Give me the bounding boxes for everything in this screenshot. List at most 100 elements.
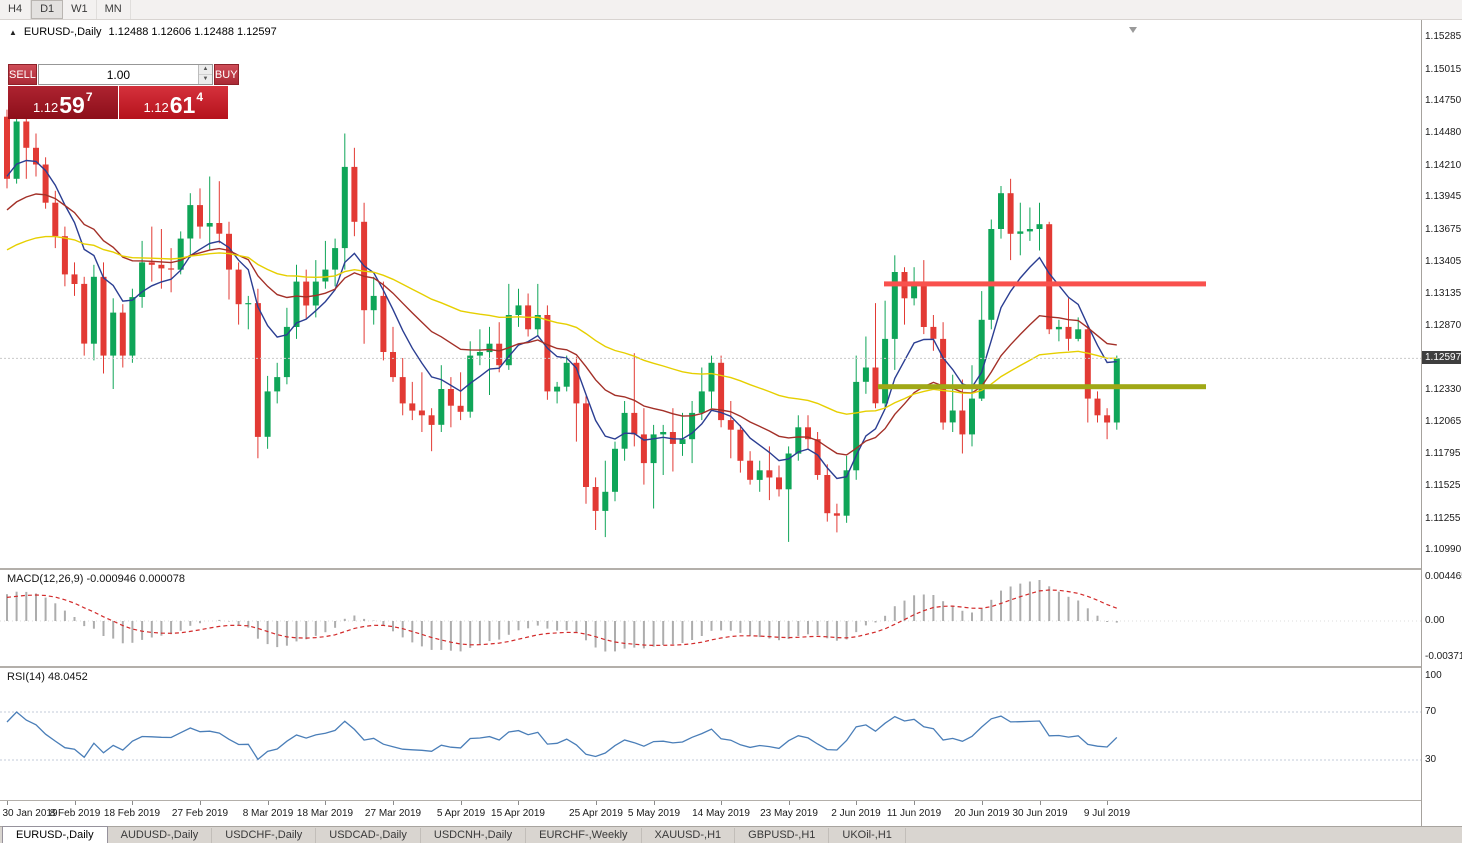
rsi-panel[interactable]: RSI(14) 48.0452 [0,668,1421,800]
ask-quote-button[interactable]: 1.12 61 4 [118,86,229,119]
price-axis-label: 1.11255 [1425,513,1461,524]
chart-symbol-label: EURUSD-,Daily [23,26,102,38]
rsi-axis-label: 30 [1425,754,1437,765]
time-axis-label: 5 Apr 2019 [436,808,486,819]
time-axis-tick [393,801,394,805]
price-axis-label: 1.12330 [1425,384,1462,395]
chart-tab-gbpusd-h1[interactable]: GBPUSD-,H1 [735,828,830,843]
price-axis-label: 1.13135 [1425,288,1462,299]
timeframe-button-w1[interactable]: W1 [63,0,97,19]
time-axis-tick [1107,801,1108,805]
price-axis-label: 1.12870 [1425,320,1462,331]
time-axis-label: 9 Jul 2019 [1083,808,1131,819]
time-axis-tick [268,801,269,805]
bid-prefix: 1.12 [32,100,59,115]
macd-axis-label: 0.00 [1425,615,1445,626]
chart-tab-eurchf-weekly[interactable]: EURCHF-,Weekly [526,828,642,843]
chart-tab-audusd-daily[interactable]: AUDUSD-,Daily [108,828,213,843]
time-axis-label: 15 Apr 2019 [491,808,545,819]
time-axis-label: 18 Mar 2019 [296,808,354,819]
ask-price: 1.12 61 4 [119,86,229,119]
chart-tab-xauusd-h1[interactable]: XAUUSD-,H1 [642,828,736,843]
price-axis-label: 1.11795 [1425,448,1461,459]
time-axis-tick [1040,801,1041,805]
chart-tab-eurusd-daily[interactable]: EURUSD-,Daily [2,826,108,843]
ask-prefix: 1.12 [143,100,169,115]
time-axis-tick [982,801,983,805]
volume-input-box: ▲ ▼ [37,64,213,85]
macd-panel[interactable]: MACD(12,26,9) -0.000946 0.000078 [0,570,1421,666]
price-axis[interactable]: 1.12597 1.15285 1.15015 1.14750 1.14480 1.14… [1421,20,1462,826]
time-axis[interactable]: 30 Jan 2019 8 Feb 2019 18 Feb 2019 27 Feb 2… [0,801,1421,826]
time-axis-tick [325,801,326,805]
time-axis-label: 30 Jun 2019 [1012,808,1068,819]
rsi-axis-label: 70 [1425,706,1437,717]
rsi-label: RSI(14) 48.0452 [7,671,88,683]
ask-point: 4 [196,90,204,104]
price-chart-panel[interactable]: ▲ EURUSD-,Daily 1.12488 1.12606 1.12488 … [0,20,1421,568]
time-axis-label: 23 May 2019 [760,808,818,819]
price-axis-label: 1.14480 [1425,127,1462,138]
volume-decrease-button[interactable]: ▼ [198,75,212,84]
chart-ohlc-values: 1.12488 1.12606 1.12488 1.12597 [108,26,277,38]
panel-splitter[interactable] [0,800,1462,801]
price-axis-label: 1.12065 [1425,416,1462,427]
time-axis-label: 5 May 2019 [627,808,681,819]
time-axis-tick [132,801,133,805]
time-axis-label: 18 Feb 2019 [103,808,161,819]
time-axis-tick [596,801,597,805]
time-axis-tick [721,801,722,805]
chart-tabs-bar: EURUSD-,Daily AUDUSD-,Daily USDCHF-,Daily U… [0,826,1462,843]
price-axis-label: 1.15015 [1425,64,1462,75]
chart-tab-ukoil-h1[interactable]: UKOil-,H1 [829,828,906,843]
panel-splitter[interactable] [0,568,1462,570]
chart-tab-usdcnh-daily[interactable]: USDCNH-,Daily [421,828,527,843]
time-axis-label: 8 Mar 2019 [242,808,294,819]
time-axis-tick [461,801,462,805]
time-axis-label: 8 Feb 2019 [49,808,101,819]
time-axis-label: 25 Apr 2019 [569,808,623,819]
time-axis-label: 27 Feb 2019 [171,808,229,819]
price-axis-label: 1.14210 [1425,160,1462,171]
rsi-axis-label: 100 [1425,670,1442,681]
buy-button[interactable]: BUY [213,64,239,85]
price-axis-label: 1.11525 [1425,480,1461,491]
one-click-collapse-icon[interactable]: ▲ [9,27,17,37]
timeframe-button-d1[interactable]: D1 [31,0,64,19]
macd-chart [0,580,1421,652]
price-axis-label: 1.14750 [1425,95,1462,106]
current-price-badge: 1.12597 [1422,351,1461,364]
time-axis-label: 14 May 2019 [692,808,750,819]
time-axis-label: 30 Jan 2019 [2,808,58,819]
time-axis-label: 2 Jun 2019 [831,808,881,819]
chart-shift-marker-icon [1129,27,1137,33]
timeframe-button-mn[interactable]: MN [97,0,131,19]
timeframe-button-h4[interactable]: H4 [0,0,32,19]
time-axis-tick [7,801,8,805]
time-axis-tick [200,801,201,805]
time-axis-tick [914,801,915,805]
candlestick-chart [0,109,1421,542]
rsi-chart [0,711,1421,761]
time-axis-label: 20 Jun 2019 [954,808,1010,819]
bid-quote-button[interactable]: 1.12 59 7 [8,86,118,119]
one-click-trade-panel: SELL ▲ ▼ BUY 1.12 59 7 [8,64,239,119]
volume-stepper: ▲ ▼ [197,65,212,84]
volume-input[interactable] [38,65,198,84]
volume-increase-button[interactable]: ▲ [198,65,212,75]
time-axis-tick [518,801,519,805]
time-axis-tick [654,801,655,805]
price-axis-label: 1.13945 [1425,191,1462,202]
sell-button[interactable]: SELL [8,64,37,85]
time-axis-label: 27 Mar 2019 [364,808,422,819]
chart-title: ▲ EURUSD-,Daily 1.12488 1.12606 1.12488 … [9,26,277,38]
bid-price: 1.12 59 7 [8,86,118,119]
timeframe-toolbar: H4 D1 W1 MN [0,0,1462,20]
panel-splitter[interactable] [0,666,1462,668]
price-axis-label: 1.10990 [1425,544,1462,555]
time-axis-label: 11 Jun 2019 [886,808,942,819]
chart-tab-usdcad-daily[interactable]: USDCAD-,Daily [316,828,421,843]
chart-tab-usdchf-daily[interactable]: USDCHF-,Daily [212,828,317,843]
price-axis-label: 1.13675 [1425,224,1462,235]
